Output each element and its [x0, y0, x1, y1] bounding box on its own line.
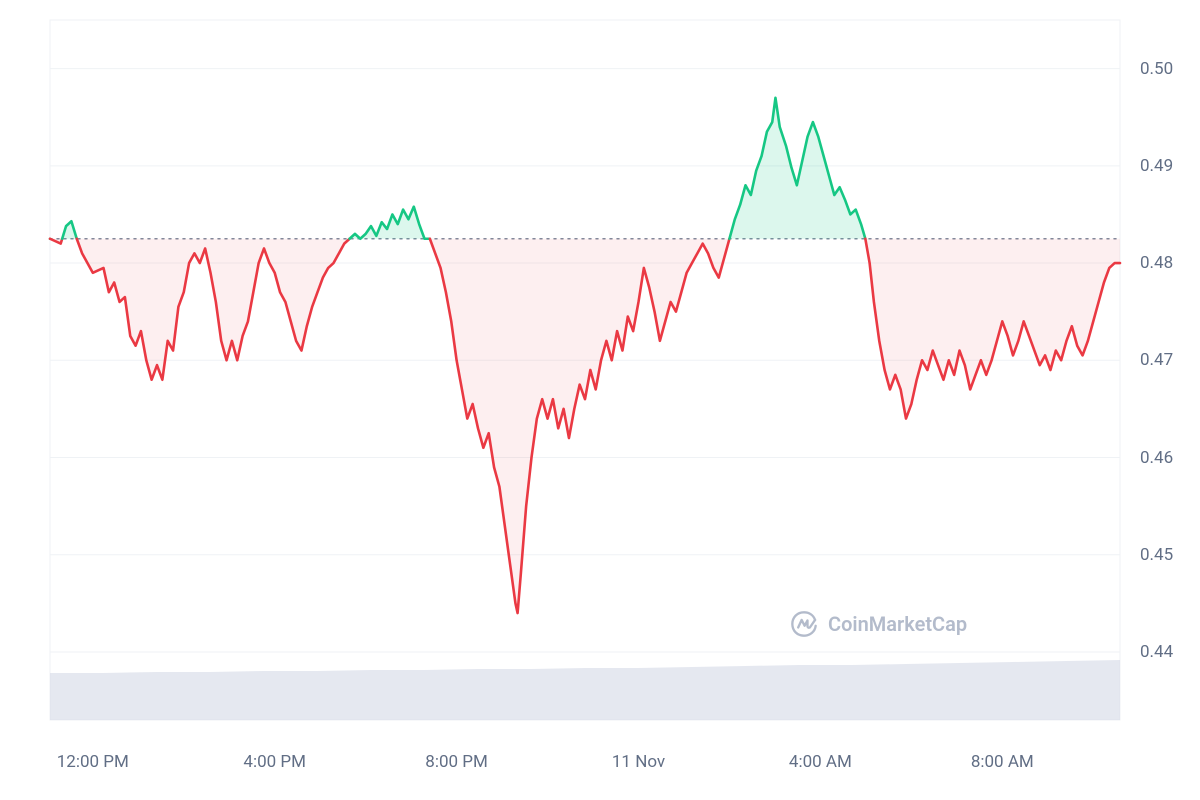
- x-tick-label: 8:00 AM: [971, 752, 1034, 772]
- price-chart: CoinMarketCap 0.44 0.45 0.46 0.47 0.48 0.49 0.…: [0, 0, 1200, 800]
- y-tick-label: 0.50: [1140, 59, 1173, 79]
- y-tick-label: 0.49: [1140, 156, 1173, 176]
- x-tick-label: 8:00 PM: [425, 752, 488, 772]
- x-tick-label: 11 Nov: [612, 752, 665, 772]
- x-tick-label: 12:00 PM: [57, 752, 129, 772]
- coinmarketcap-icon: [790, 610, 818, 638]
- y-tick-label: 0.48: [1140, 253, 1173, 273]
- x-tick-label: 4:00 AM: [789, 752, 852, 772]
- y-tick-label: 0.45: [1140, 545, 1173, 565]
- y-tick-label: 0.47: [1140, 350, 1173, 370]
- watermark: CoinMarketCap: [790, 610, 967, 638]
- y-tick-label: 0.46: [1140, 448, 1173, 468]
- x-tick-label: 4:00 PM: [243, 752, 306, 772]
- watermark-text: CoinMarketCap: [828, 612, 967, 636]
- y-tick-label: 0.44: [1140, 642, 1173, 662]
- chart-svg: [0, 0, 1200, 800]
